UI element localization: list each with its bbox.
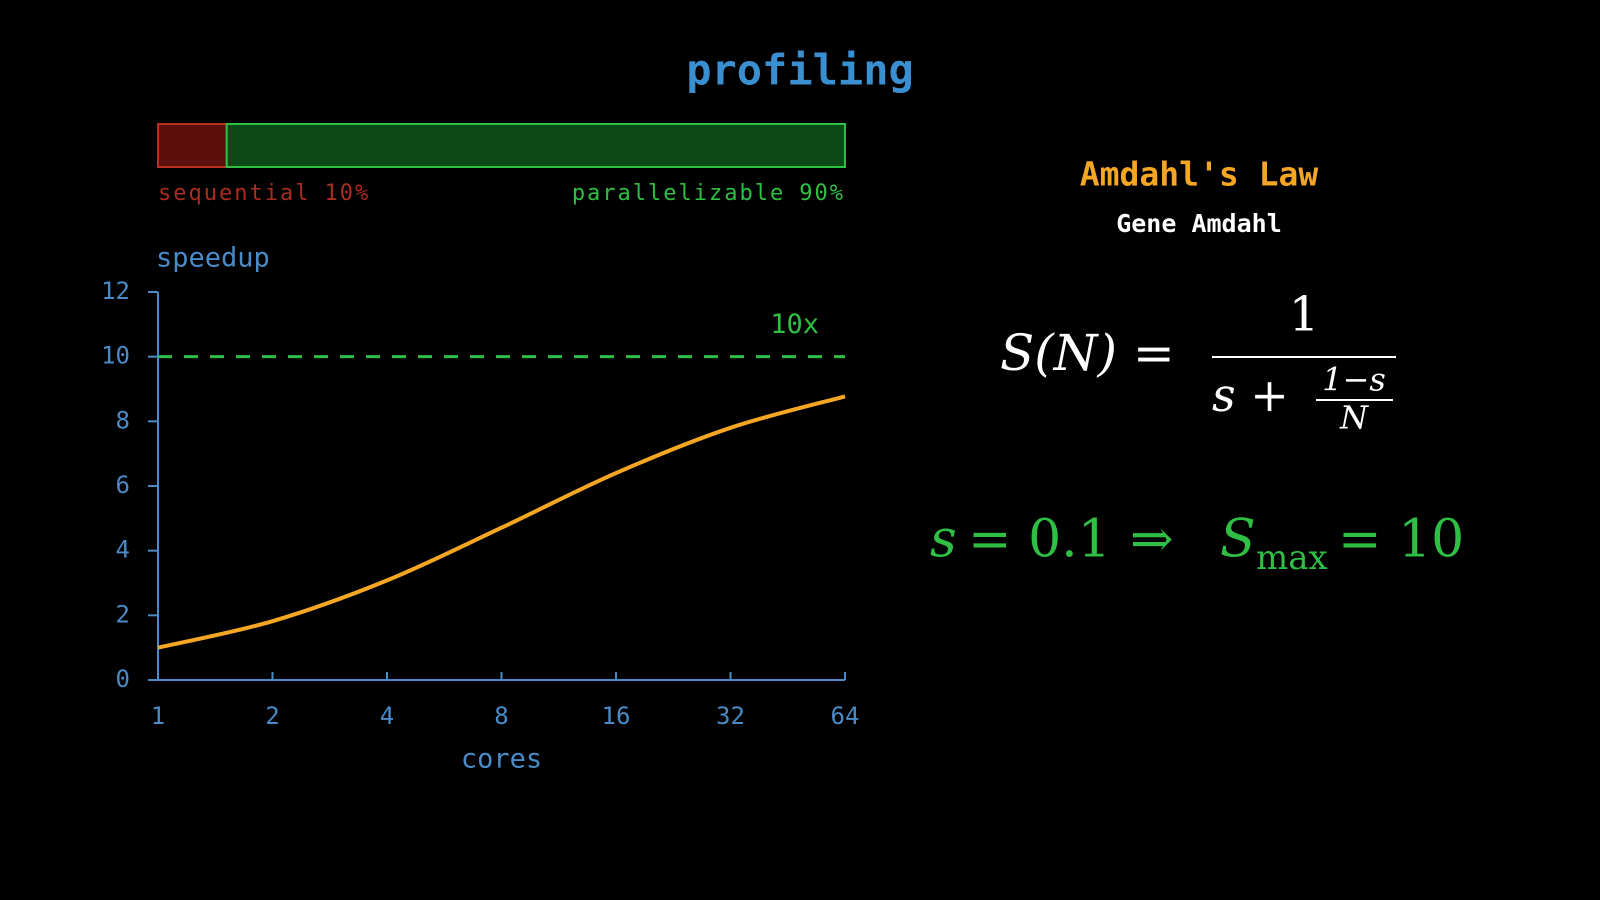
segment-label: sequential 10% bbox=[158, 181, 370, 206]
segment-label: parallelizable 90% bbox=[572, 181, 845, 206]
formula-inner-denominator: N bbox=[1339, 399, 1369, 437]
speedup-curve bbox=[157, 394, 846, 650]
formula-inner-numerator: 1−s bbox=[1322, 361, 1386, 399]
result-implies: ⇒ bbox=[1130, 510, 1174, 570]
formula-lhs: S(N) = bbox=[1000, 324, 1175, 382]
segment-name: sequential bbox=[158, 181, 310, 206]
result: s = 0.1 ⇒ S max = 10 bbox=[930, 510, 1464, 579]
result-S-value: = 10 bbox=[1338, 510, 1464, 570]
x-tick-label: 32 bbox=[716, 702, 745, 730]
result-s-value: = 0.1 bbox=[968, 510, 1111, 570]
x-tick-label: 16 bbox=[602, 702, 631, 730]
result-s: s bbox=[930, 510, 957, 570]
y-tick-label: 10 bbox=[101, 342, 130, 370]
law-author: Gene Amdahl bbox=[1116, 209, 1282, 238]
y-axis-label: speedup bbox=[156, 243, 270, 274]
segment-name: parallelizable bbox=[572, 181, 785, 206]
slide-title: profiling bbox=[686, 46, 914, 95]
law-title: Amdahl's Law bbox=[1080, 155, 1319, 194]
y-tick-label: 6 bbox=[116, 471, 130, 499]
y-tick-label: 0 bbox=[116, 665, 130, 693]
x-tick-label: 1 bbox=[151, 702, 165, 730]
formula-denominator: s + bbox=[1212, 368, 1289, 422]
result-S: S bbox=[1220, 510, 1256, 570]
formula-numerator: 1 bbox=[1289, 287, 1320, 343]
formula: S(N) = 1 s + 1−s N bbox=[1000, 287, 1396, 437]
result-sub: max bbox=[1256, 538, 1328, 578]
y-tick-label: 4 bbox=[116, 536, 130, 564]
segment-value: 90% bbox=[799, 181, 845, 206]
segment-value: 10% bbox=[324, 181, 370, 206]
reference-label: 10x bbox=[770, 309, 819, 340]
y-tick-label: 8 bbox=[116, 406, 130, 434]
x-tick-label: 64 bbox=[831, 702, 860, 730]
x-tick-label: 8 bbox=[494, 702, 508, 730]
bar-segment bbox=[225, 123, 846, 168]
charts: sequential 10% parallelizable 90%0246810121… bbox=[101, 123, 860, 775]
x-tick-label: 4 bbox=[380, 702, 394, 730]
x-axis-label: cores bbox=[461, 744, 542, 775]
x-tick-label: 2 bbox=[265, 702, 279, 730]
y-tick-label: 12 bbox=[101, 277, 130, 305]
y-tick-label: 2 bbox=[116, 600, 130, 628]
bar-segment bbox=[157, 123, 228, 168]
